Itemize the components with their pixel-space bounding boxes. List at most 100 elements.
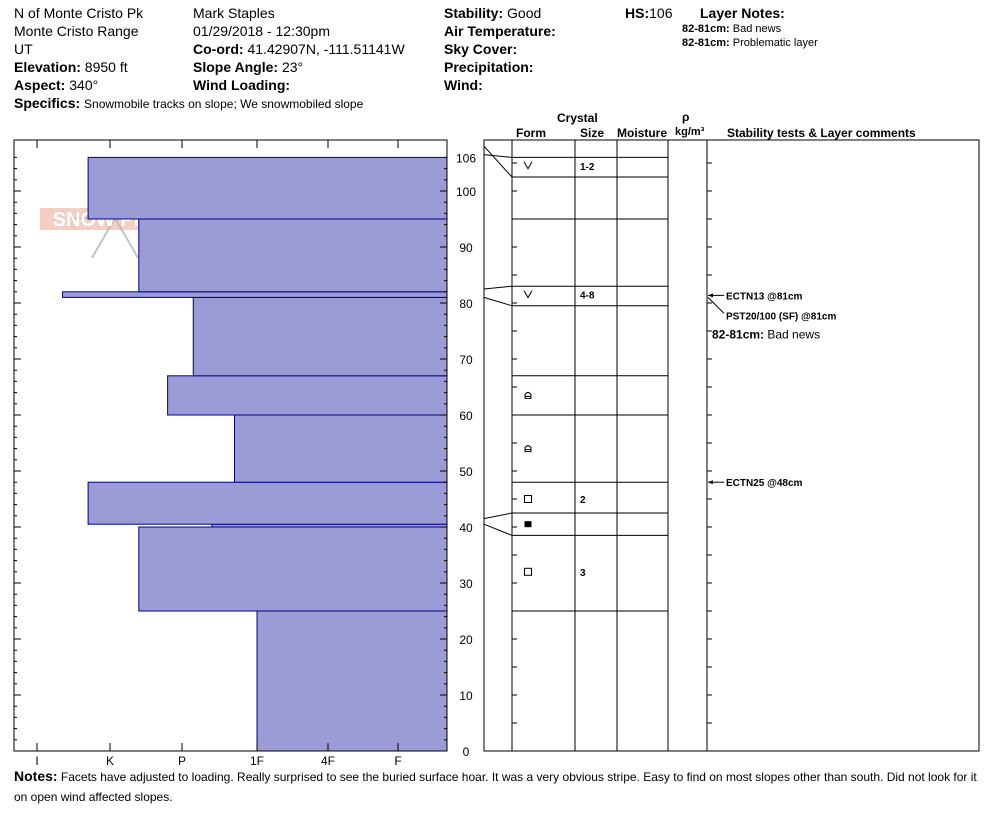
air-temperature: Air Temperature: [444,22,556,40]
height-label-60: 60 [459,409,473,423]
precip-label: Precipitation: [444,59,534,75]
density-unit-header: kg/m³ [675,126,705,138]
comments-header: Stability tests & Layer comments [727,126,916,140]
notes-label: Notes: [14,768,58,784]
specifics-label: Specifics: [14,95,81,111]
height-label-70: 70 [459,353,473,367]
layer-comment: 82-81cm: Bad news [712,327,820,341]
boundary-connector [483,145,513,178]
crystal-header: Crystal [557,111,598,125]
height-label-30: 30 [459,577,473,591]
stability-label: Stability: [444,5,504,21]
state: UT [14,41,33,57]
surface-hoar-icon [523,161,533,170]
aspect: Aspect: 340° [14,76,98,94]
snow-height: HS:106 [625,4,672,22]
hardness-layer-8 [138,218,448,293]
crystal-size-label: 1-2 [580,162,595,173]
hardness-layer-4 [234,414,448,483]
surface-hoar-icon [523,290,533,299]
boundary-connector [483,523,513,536]
stability: Stability: Good [444,4,541,22]
coord-value: 41.42907N, -111.51141W [247,41,405,57]
hardness-layer-7 [62,291,448,298]
stability-tests: ECTN13 @81cm PST20/100 (SF) @81cm ECTN25 @… [707,291,836,489]
form-header: Form [516,126,546,140]
height-label-90: 90 [459,241,473,255]
observer: Mark Staples [193,5,275,21]
elevation-value: 8950 ft [84,59,128,75]
height-label-50: 50 [459,465,473,479]
coordinates: Co-ord: 41.42907N, -111.51141W [193,40,405,58]
hardness-profile [62,156,448,752]
boundary-connector [483,285,513,290]
hardness-layer-6 [192,296,448,377]
sky-label: Sky Cover: [444,41,518,57]
precipitation: Precipitation: [444,58,533,76]
hardness-layer-9 [87,156,448,220]
mountain-range: Monte Cristo Range [14,23,139,39]
layer-note-2: 82-81cm: Problematic layer [682,37,818,49]
wind-loading-label: Wind Loading: [193,77,291,93]
rounding-facet-icon [524,445,532,453]
rho-header: ρ [682,110,690,124]
specifics-value: Snowmobile tracks on slope; We snowmobil… [84,97,364,111]
crystal-size-label: 4-8 [580,291,595,302]
height-label-0: 0 [463,745,470,759]
hardness-layer-3 [87,481,448,525]
hardness-label-I: I [35,754,38,768]
table-frame [483,139,980,752]
layer-notes-title: Layer Notes: [700,5,785,21]
size-header: Size [580,126,605,140]
rounding-facet-icon [524,391,532,399]
slope-value: 23° [281,59,304,75]
crystal-size-label: 3 [580,568,586,579]
height-label-10: 10 [459,689,473,703]
slope-angle: Slope Angle: 23° [193,58,303,76]
specifics: Specifics: Snowmobile tracks on slope; W… [14,94,363,113]
layer-note-1: 82-81cm: Bad news [682,23,782,35]
elevation-label: Elevation: [14,59,81,75]
hardness-label-1F: 1F [250,754,264,768]
boundary-connector [483,296,513,307]
hardness-label-P: P [178,754,186,768]
elevation: Elevation: 8950 ft [14,58,128,76]
hardness-frame [13,139,448,752]
coord-label: Co-ord: [193,41,244,57]
stability-test-label: ECTN25 @48cm [726,478,803,489]
height-label-106: 106 [456,151,476,165]
aspect-value: 340° [69,77,99,93]
boundary-connector [483,512,513,520]
hardness-layer-1 [138,526,448,612]
test-pointer [707,297,725,314]
facet-icon [524,495,532,503]
boundary-connector [483,154,513,158]
height-label-100: 100 [456,185,476,199]
slope-label: Slope Angle: [193,59,279,75]
date-time: 01/29/2018 - 12:30pm [193,23,330,39]
crystal-size-label: 2 [580,495,586,506]
notes-text: Facets have adjusted to loading. Really … [14,770,977,804]
melt-crust-icon [524,521,532,528]
wind: Wind: [444,76,483,94]
hardness-label-4F: 4F [321,754,335,768]
stability-test-label: ECTN13 @81cm [726,291,803,302]
air-temp-label: Air Temperature: [444,23,556,39]
layer-table: 1-2 4-8 2 3 [483,139,980,752]
height-label-40: 40 [459,521,473,535]
wind-loading: Wind Loading: [193,76,290,94]
hardness-layer-5 [167,375,448,416]
hs-label: HS: [625,5,650,21]
notes: Notes: Facets have adjusted to loading. … [14,766,989,807]
height-label-80: 80 [459,297,473,311]
test-arrowhead [708,480,713,485]
stability-value: Good [507,5,542,21]
hardness-label-K: K [106,754,114,768]
aspect-label: Aspect: [14,77,66,93]
stability-test-label: PST20/100 (SF) @81cm [726,311,836,322]
location: N of Monte Cristo Pk [14,5,144,21]
test-arrowhead [708,293,713,298]
wind-label: Wind: [444,77,483,93]
height-label-20: 20 [459,633,473,647]
